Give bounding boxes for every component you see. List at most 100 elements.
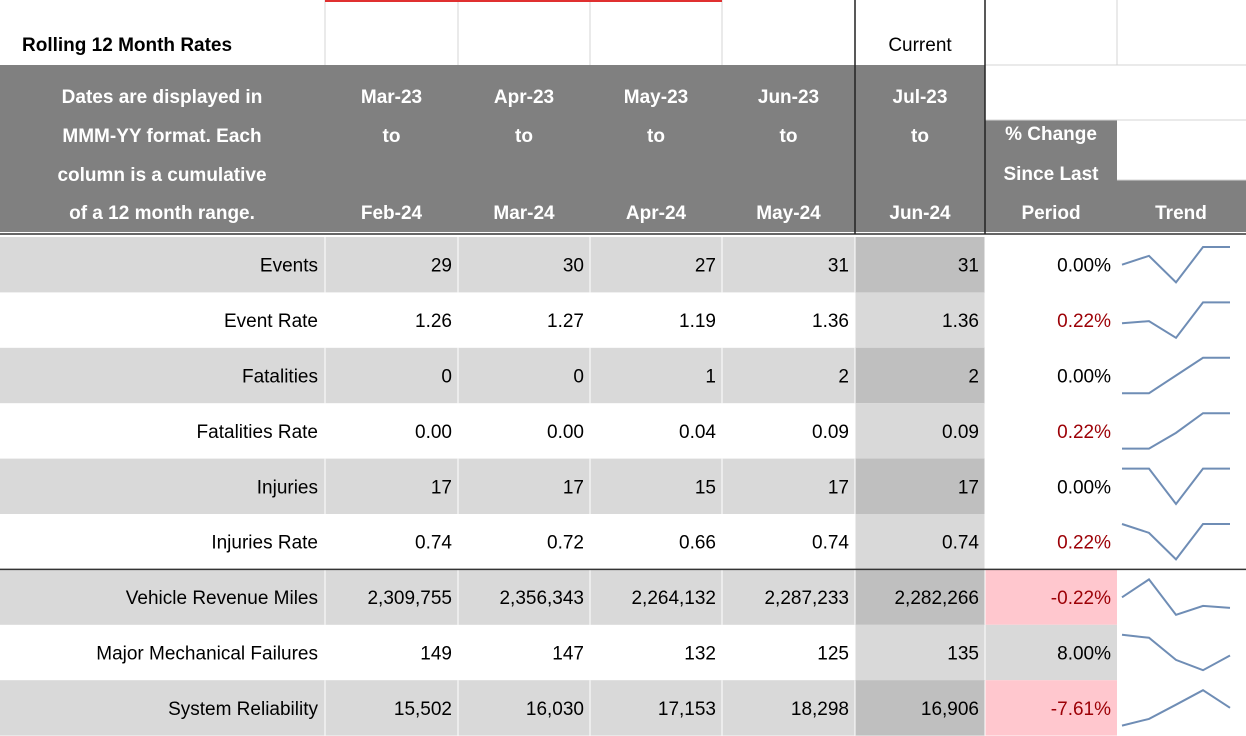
- description-line: column is a cumulative: [57, 165, 266, 186]
- cell-value: 1: [705, 367, 716, 388]
- row-bg: [0, 237, 985, 293]
- column-to: May-24: [756, 203, 821, 224]
- cell-value: 0: [573, 367, 584, 388]
- column-to: Apr-24: [626, 203, 687, 224]
- description-line: Dates are displayed in: [62, 87, 263, 108]
- sparkline: [1122, 467, 1230, 506]
- row-label: System Reliability: [168, 699, 318, 720]
- change-value: 0.00%: [1057, 477, 1111, 498]
- current-cell-bg: [855, 292, 985, 348]
- header-bg: [985, 120, 1117, 232]
- cell-value: 2,264,132: [631, 588, 716, 609]
- cell-value: 149: [420, 644, 452, 665]
- current-cell-bg: [855, 624, 985, 681]
- current-cell-bg: [855, 237, 985, 293]
- current-cell-bg: [855, 458, 985, 514]
- column-connector: to: [647, 126, 665, 147]
- column-connector: to: [911, 126, 929, 147]
- description-line: MMM-YY format. Each: [62, 126, 261, 147]
- cell-value: 17,153: [658, 699, 716, 720]
- change-value: -0.22%: [1051, 588, 1111, 609]
- cell-value: 2: [968, 367, 979, 388]
- cell-value: 30: [563, 256, 584, 277]
- cell-value: 2: [838, 367, 849, 388]
- cell-value: 0.00: [415, 422, 452, 443]
- change-value: 0.00%: [1057, 367, 1111, 388]
- sparkline: [1122, 356, 1230, 395]
- cell-value: 31: [828, 256, 849, 277]
- header-bg: [0, 65, 985, 232]
- change-value: -7.61%: [1051, 699, 1111, 720]
- column-to: Jun-24: [889, 203, 951, 224]
- column-connector: to: [515, 126, 533, 147]
- sparkline: [1121, 633, 1231, 672]
- row-bg: [0, 347, 985, 404]
- sparkline: [1121, 578, 1231, 616]
- cell-value: 18,298: [791, 699, 849, 720]
- cell-value: 0.66: [679, 533, 716, 554]
- sparkline: [1121, 689, 1231, 727]
- cell-value: 17: [828, 477, 849, 498]
- cell-value: 1.27: [547, 311, 584, 332]
- cell-value: 125: [817, 644, 849, 665]
- cell-value: 16,030: [526, 699, 584, 720]
- cell-value: 27: [695, 256, 716, 277]
- cell-value: 0.74: [942, 533, 979, 554]
- row-bg: [0, 458, 985, 514]
- change-header: % Change: [1005, 124, 1097, 145]
- sparkline: [1122, 412, 1230, 450]
- current-cell-bg: [855, 403, 985, 459]
- change-value: 0.22%: [1057, 311, 1111, 332]
- cell-value: 29: [431, 256, 452, 277]
- description-line: of a 12 month range.: [69, 203, 255, 224]
- trend-header: Trend: [1155, 203, 1207, 224]
- cell-value: 2,287,233: [764, 588, 849, 609]
- row-label: Major Mechanical Failures: [96, 644, 318, 665]
- row-label: Fatalities: [242, 367, 318, 388]
- row-label: Events: [260, 256, 318, 277]
- column-connector: to: [383, 126, 401, 147]
- column-to: Mar-24: [493, 203, 555, 224]
- cell-value: 17: [431, 477, 452, 498]
- row-label: Event Rate: [224, 311, 318, 332]
- cell-value: 1.36: [942, 311, 979, 332]
- change-value: 0.22%: [1057, 533, 1111, 554]
- change-cell-bg: [985, 569, 1117, 625]
- cell-value: 0.09: [942, 422, 979, 443]
- column-from: May-23: [624, 87, 688, 108]
- title: Rolling 12 Month Rates: [22, 35, 232, 56]
- cell-value: 16,906: [921, 699, 979, 720]
- column-from: Jun-23: [758, 87, 819, 108]
- cell-value: 0: [441, 367, 452, 388]
- change-value: 0.00%: [1057, 256, 1111, 277]
- change-cell-bg: [985, 624, 1117, 681]
- change-header: Period: [1021, 203, 1080, 224]
- cell-value: 0.74: [812, 533, 849, 554]
- sparkline: [1121, 523, 1230, 561]
- cell-value: 15,502: [394, 699, 452, 720]
- cell-value: 0.04: [679, 422, 716, 443]
- current-label: Current: [888, 35, 952, 56]
- current-cell-bg: [855, 569, 985, 625]
- cell-value: 15: [695, 477, 716, 498]
- cell-value: 17: [563, 477, 584, 498]
- current-cell-bg: [855, 514, 985, 570]
- row-label: Vehicle Revenue Miles: [126, 588, 318, 609]
- row-label: Injuries Rate: [211, 533, 318, 554]
- column-connector: to: [780, 126, 798, 147]
- cell-value: 0.74: [415, 533, 452, 554]
- cell-value: 147: [552, 644, 584, 665]
- header-bg: [1117, 180, 1246, 232]
- cell-value: 132: [684, 644, 716, 665]
- cell-value: 0.00: [547, 422, 584, 443]
- change-cell-bg: [985, 680, 1117, 736]
- change-value: 0.22%: [1057, 422, 1111, 443]
- row-bg: [0, 569, 985, 625]
- cell-value: 2,309,755: [367, 588, 452, 609]
- cell-value: 2,356,343: [499, 588, 584, 609]
- cell-value: 31: [958, 256, 979, 277]
- row-label: Fatalities Rate: [197, 422, 318, 443]
- cell-value: 2,282,266: [894, 588, 979, 609]
- column-from: Jul-23: [893, 87, 948, 108]
